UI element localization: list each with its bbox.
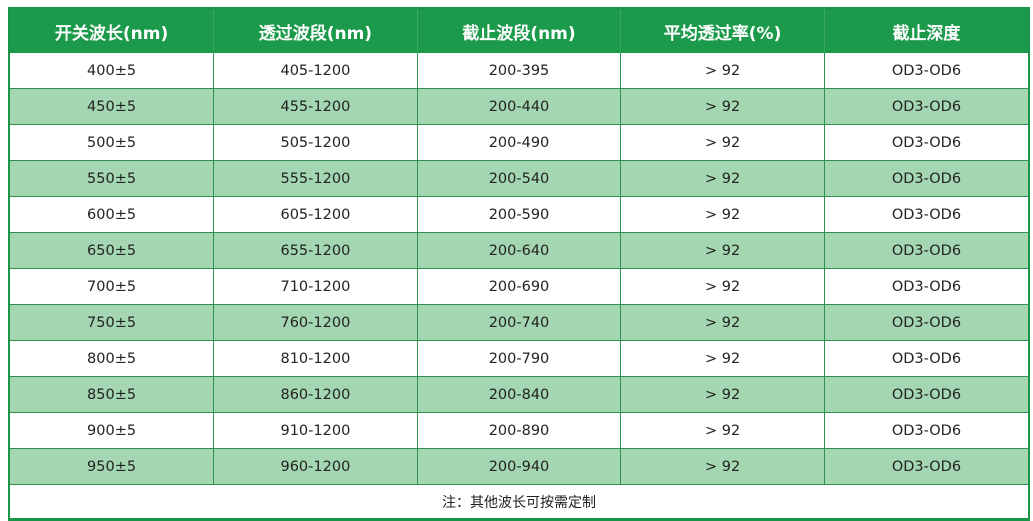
column-header: 平均透过率(%)	[620, 9, 825, 53]
table-cell: 200-490	[416, 124, 622, 161]
column-header: 透过波段(nm)	[213, 9, 418, 53]
table-cell: OD3-OD6	[823, 53, 1028, 89]
table-note: 注：其他波长可按需定制	[10, 484, 1028, 518]
spec-table-container: 开关波长(nm) 透过波段(nm) 截止波段(nm) 平均透过率(%) 截止深度 400…	[8, 7, 1030, 521]
table-cell: 200-940	[416, 448, 622, 485]
table-cell: OD3-OD6	[823, 88, 1028, 125]
table-row: 550±5 555-1200 200-540 > 92 OD3-OD6	[10, 160, 1028, 197]
table-cell: 850±5	[10, 376, 215, 413]
table-cell: OD3-OD6	[823, 304, 1028, 341]
table-cell: 650±5	[10, 232, 215, 269]
table-cell: 200-540	[416, 160, 622, 197]
table-cell: 700±5	[10, 268, 215, 305]
table-cell: OD3-OD6	[823, 160, 1028, 197]
table-cell: 600±5	[10, 196, 215, 233]
table-cell: > 92	[620, 340, 825, 377]
table-cell: 555-1200	[213, 160, 418, 197]
table-cell: 200-840	[416, 376, 622, 413]
table-cell: OD3-OD6	[823, 412, 1028, 449]
table-cell: 910-1200	[213, 412, 418, 449]
table-cell: > 92	[620, 304, 825, 341]
table-cell: > 92	[620, 196, 825, 233]
table-cell: 505-1200	[213, 124, 418, 161]
table-cell: OD3-OD6	[823, 268, 1028, 305]
table-cell: > 92	[620, 160, 825, 197]
table-row: 600±5 605-1200 200-590 > 92 OD3-OD6	[10, 196, 1028, 233]
table-cell: 200-740	[416, 304, 622, 341]
table-cell: 200-440	[416, 88, 622, 125]
spec-table: 开关波长(nm) 透过波段(nm) 截止波段(nm) 平均透过率(%) 截止深度 400…	[10, 9, 1028, 518]
table-cell: OD3-OD6	[823, 232, 1028, 269]
table-cell: 400±5	[10, 53, 215, 89]
table-cell: 605-1200	[213, 196, 418, 233]
table-cell: OD3-OD6	[823, 448, 1028, 485]
table-cell: > 92	[620, 53, 825, 89]
column-header: 开关波长(nm)	[10, 9, 215, 53]
table-cell: 760-1200	[213, 304, 418, 341]
table-cell: 810-1200	[213, 340, 418, 377]
table-cell: > 92	[620, 88, 825, 125]
table-cell: 455-1200	[213, 88, 418, 125]
column-header: 截止波段(nm)	[417, 9, 622, 53]
table-cell: 750±5	[10, 304, 215, 341]
table-cell: 860-1200	[213, 376, 418, 413]
table-cell: 200-790	[416, 340, 622, 377]
table-cell: 450±5	[10, 88, 215, 125]
table-row: 950±5 960-1200 200-940 > 92 OD3-OD6	[10, 448, 1028, 485]
note-row: 注：其他波长可按需定制	[10, 484, 1028, 518]
table-row: 800±5 810-1200 200-790 > 92 OD3-OD6	[10, 340, 1028, 377]
table-cell: 500±5	[10, 124, 215, 161]
table-cell: 710-1200	[213, 268, 418, 305]
table-cell: 960-1200	[213, 448, 418, 485]
table-row: 900±5 910-1200 200-890 > 92 OD3-OD6	[10, 412, 1028, 449]
table-cell: OD3-OD6	[823, 124, 1028, 161]
table-cell: OD3-OD6	[823, 196, 1028, 233]
table-row: 500±5 505-1200 200-490 > 92 OD3-OD6	[10, 124, 1028, 161]
table-row: 700±5 710-1200 200-690 > 92 OD3-OD6	[10, 268, 1028, 305]
table-cell: 200-890	[416, 412, 622, 449]
table-row: 650±5 655-1200 200-640 > 92 OD3-OD6	[10, 232, 1028, 269]
table-cell: > 92	[620, 376, 825, 413]
table-cell: 200-640	[416, 232, 622, 269]
table-cell: 405-1200	[213, 53, 418, 89]
table-cell: 950±5	[10, 448, 215, 485]
table-cell: > 92	[620, 268, 825, 305]
table-row: 400±5 405-1200 200-395 > 92 OD3-OD6	[10, 53, 1028, 89]
table-row: 450±5 455-1200 200-440 > 92 OD3-OD6	[10, 88, 1028, 125]
table-cell: OD3-OD6	[823, 340, 1028, 377]
table-row: 750±5 760-1200 200-740 > 92 OD3-OD6	[10, 304, 1028, 341]
table-cell: > 92	[620, 412, 825, 449]
table-cell: 550±5	[10, 160, 215, 197]
table-row: 850±5 860-1200 200-840 > 92 OD3-OD6	[10, 376, 1028, 413]
table-cell: 655-1200	[213, 232, 418, 269]
table-cell: OD3-OD6	[823, 376, 1028, 413]
table-cell: > 92	[620, 124, 825, 161]
table-cell: > 92	[620, 448, 825, 485]
table-cell: 200-590	[416, 196, 622, 233]
table-cell: 900±5	[10, 412, 215, 449]
column-header: 截止深度	[824, 9, 1028, 53]
table-cell: > 92	[620, 232, 825, 269]
table-cell: 800±5	[10, 340, 215, 377]
header-row: 开关波长(nm) 透过波段(nm) 截止波段(nm) 平均透过率(%) 截止深度	[10, 9, 1028, 53]
table-cell: 200-395	[416, 53, 622, 89]
table-cell: 200-690	[416, 268, 622, 305]
